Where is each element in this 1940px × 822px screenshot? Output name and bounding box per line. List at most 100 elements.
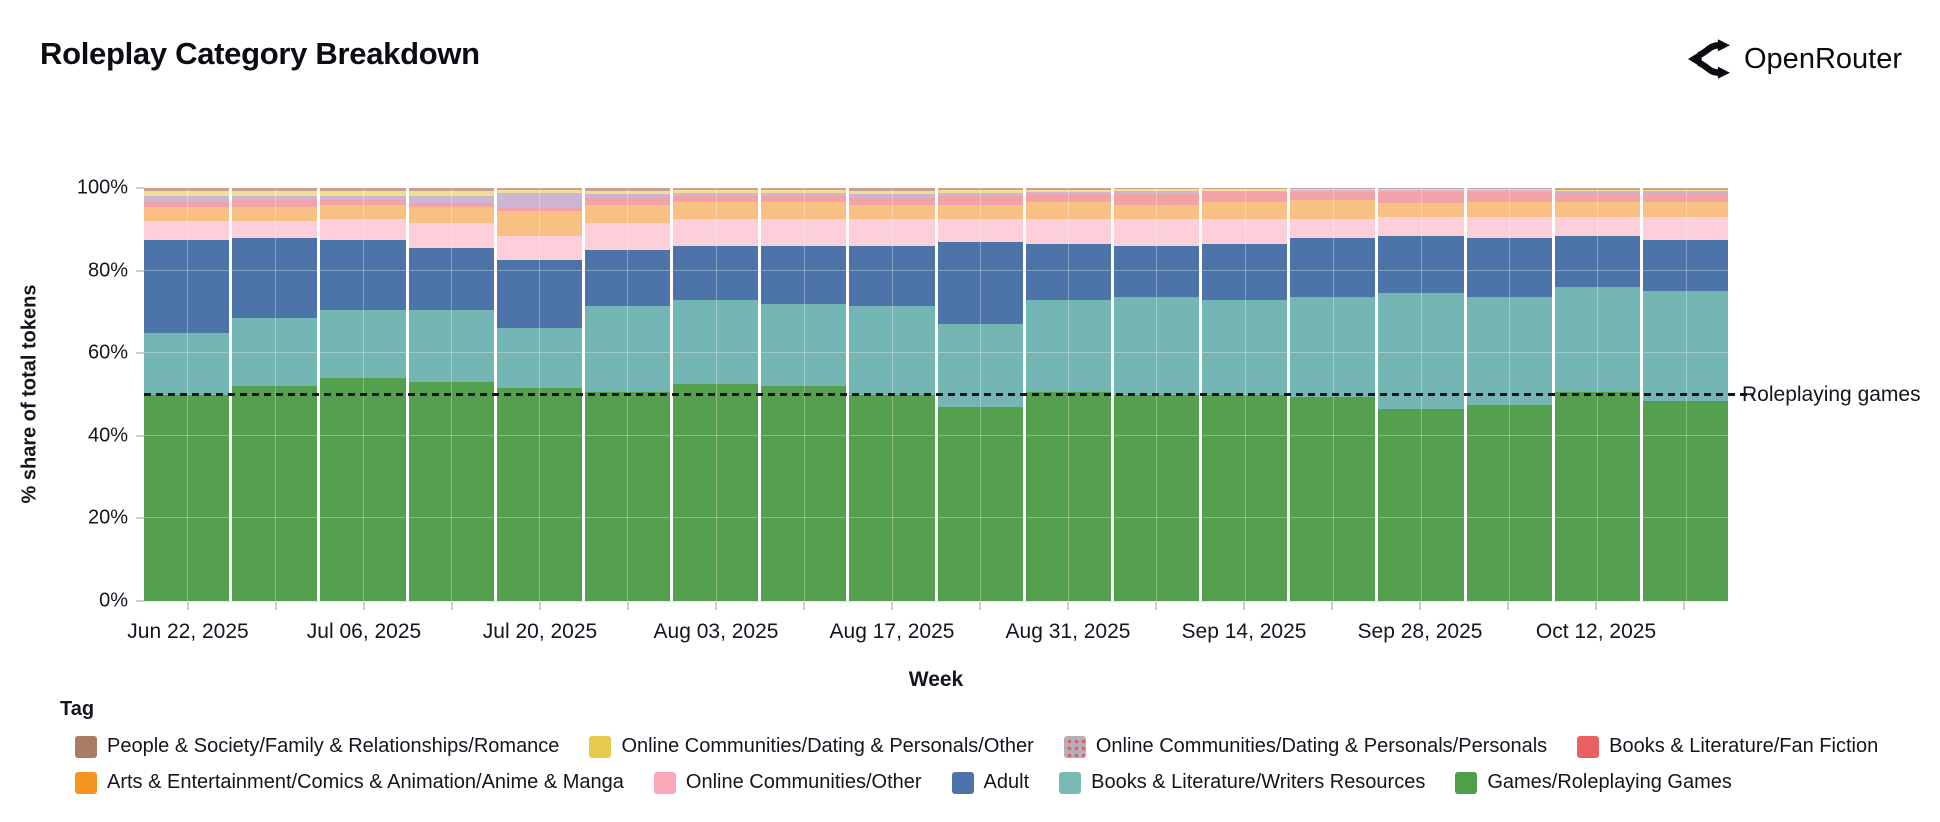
bar-segment[interactable] [320, 309, 406, 378]
bar-week[interactable] [144, 188, 230, 601]
bar-segment[interactable] [232, 221, 318, 238]
bar-segment[interactable] [673, 188, 759, 191]
bar-segment[interactable] [232, 196, 318, 201]
bar-segment[interactable] [496, 260, 582, 329]
bar-segment[interactable] [144, 202, 230, 207]
legend-item[interactable]: Books & Literature/Writers Resources [1059, 771, 1425, 794]
bar-segment[interactable] [761, 303, 847, 387]
legend-item[interactable]: Books & Literature/Fan Fiction [1577, 735, 1878, 758]
bar-segment[interactable] [232, 206, 318, 222]
bar-segment[interactable] [1202, 190, 1288, 193]
bar-segment[interactable] [937, 406, 1023, 601]
bar-segment[interactable] [408, 223, 494, 248]
bar-segment[interactable] [761, 219, 847, 246]
bar-segment[interactable] [849, 198, 935, 205]
bar-week[interactable] [1025, 188, 1111, 601]
bar-segment[interactable] [408, 196, 494, 203]
bar-segment[interactable] [937, 188, 1023, 191]
bar-segment[interactable] [584, 249, 671, 306]
bar-week[interactable] [1202, 188, 1288, 601]
bar-segment[interactable] [496, 388, 582, 601]
bar-week[interactable] [1113, 188, 1200, 601]
bar-segment[interactable] [584, 198, 671, 205]
bar-segment[interactable] [1466, 237, 1552, 298]
legend-item[interactable]: Online Communities/Other [653, 771, 922, 794]
bar-segment[interactable] [673, 219, 759, 246]
legend-item[interactable]: Arts & Entertainment/Comics & Animation/… [75, 771, 624, 794]
bar-segment[interactable] [937, 190, 1023, 193]
bar-segment[interactable] [1025, 392, 1111, 601]
bar-week[interactable] [1290, 188, 1376, 601]
bar-segment[interactable] [1554, 202, 1640, 217]
bar-segment[interactable] [1113, 188, 1200, 190]
bar-segment[interactable] [761, 193, 847, 197]
bar-segment[interactable] [1113, 194, 1200, 205]
bar-segment[interactable] [1113, 394, 1200, 601]
bar-segment[interactable] [408, 206, 494, 224]
bar-segment[interactable] [1290, 188, 1376, 190]
bar-segment[interactable] [1466, 188, 1552, 190]
bar-segment[interactable] [1554, 235, 1640, 288]
bar-segment[interactable] [1113, 191, 1200, 195]
bar-segment[interactable] [1290, 396, 1376, 601]
bar-segment[interactable] [232, 237, 318, 319]
bar-week[interactable] [584, 188, 671, 601]
bar-segment[interactable] [673, 299, 759, 385]
bar-segment[interactable] [584, 194, 671, 199]
bar-segment[interactable] [673, 190, 759, 193]
bar-segment[interactable] [1642, 400, 1729, 601]
bar-segment[interactable] [408, 202, 494, 207]
bar-week[interactable] [937, 188, 1023, 601]
bar-segment[interactable] [320, 204, 406, 219]
bar-segment[interactable] [1025, 189, 1111, 193]
bar-segment[interactable] [144, 332, 230, 395]
bar-segment[interactable] [1642, 189, 1729, 191]
bar-segment[interactable] [849, 394, 935, 601]
bar-segment[interactable] [673, 384, 759, 601]
bar-segment[interactable] [1642, 202, 1729, 217]
bar-segment[interactable] [1554, 287, 1640, 393]
bar-segment[interactable] [144, 188, 230, 192]
bar-segment[interactable] [584, 190, 671, 195]
bar-segment[interactable] [761, 202, 847, 219]
bar-segment[interactable] [1466, 404, 1552, 601]
bar-segment[interactable] [1466, 202, 1552, 217]
bar-segment[interactable] [1466, 190, 1552, 193]
bar-segment[interactable] [496, 193, 582, 207]
bar-segment[interactable] [232, 188, 318, 191]
bar-segment[interactable] [849, 190, 935, 195]
bar-segment[interactable] [1378, 293, 1464, 409]
bar-segment[interactable] [1642, 291, 1729, 401]
legend-item[interactable]: Games/Roleplaying Games [1455, 771, 1732, 794]
bar-segment[interactable] [1466, 297, 1552, 405]
bar-segment[interactable] [849, 188, 935, 191]
bar-segment[interactable] [1554, 189, 1640, 191]
bar-segment[interactable] [232, 200, 318, 207]
bar-segment[interactable] [673, 193, 759, 197]
bar-segment[interactable] [1378, 190, 1464, 193]
bar-segment[interactable] [849, 305, 935, 395]
bar-segment[interactable] [761, 386, 847, 601]
legend-item[interactable]: Online Communities/Dating & Personals/Pe… [1063, 735, 1547, 758]
bar-week[interactable] [1466, 188, 1552, 601]
bar-segment[interactable] [1113, 297, 1200, 395]
bar-segment[interactable] [584, 392, 671, 601]
legend-item[interactable]: Online Communities/Dating & Personals/Ot… [589, 735, 1034, 758]
bar-segment[interactable] [1642, 188, 1729, 190]
bar-segment[interactable] [1113, 189, 1200, 192]
bar-segment[interactable] [408, 309, 494, 383]
bar-week[interactable] [408, 188, 494, 601]
bar-week[interactable] [761, 188, 847, 601]
bar-segment[interactable] [1025, 188, 1111, 190]
bar-segment[interactable] [849, 219, 935, 246]
bar-segment[interactable] [1642, 193, 1729, 203]
bar-segment[interactable] [1466, 192, 1552, 203]
bar-segment[interactable] [320, 219, 406, 240]
bar-segment[interactable] [1290, 297, 1376, 397]
bar-segment[interactable] [1554, 216, 1640, 236]
bar-segment[interactable] [144, 206, 230, 222]
bar-week[interactable] [232, 188, 318, 601]
openrouter-logo[interactable]: OpenRouter [1688, 38, 1902, 80]
bar-segment[interactable] [1025, 192, 1111, 195]
bar-segment[interactable] [320, 188, 406, 191]
